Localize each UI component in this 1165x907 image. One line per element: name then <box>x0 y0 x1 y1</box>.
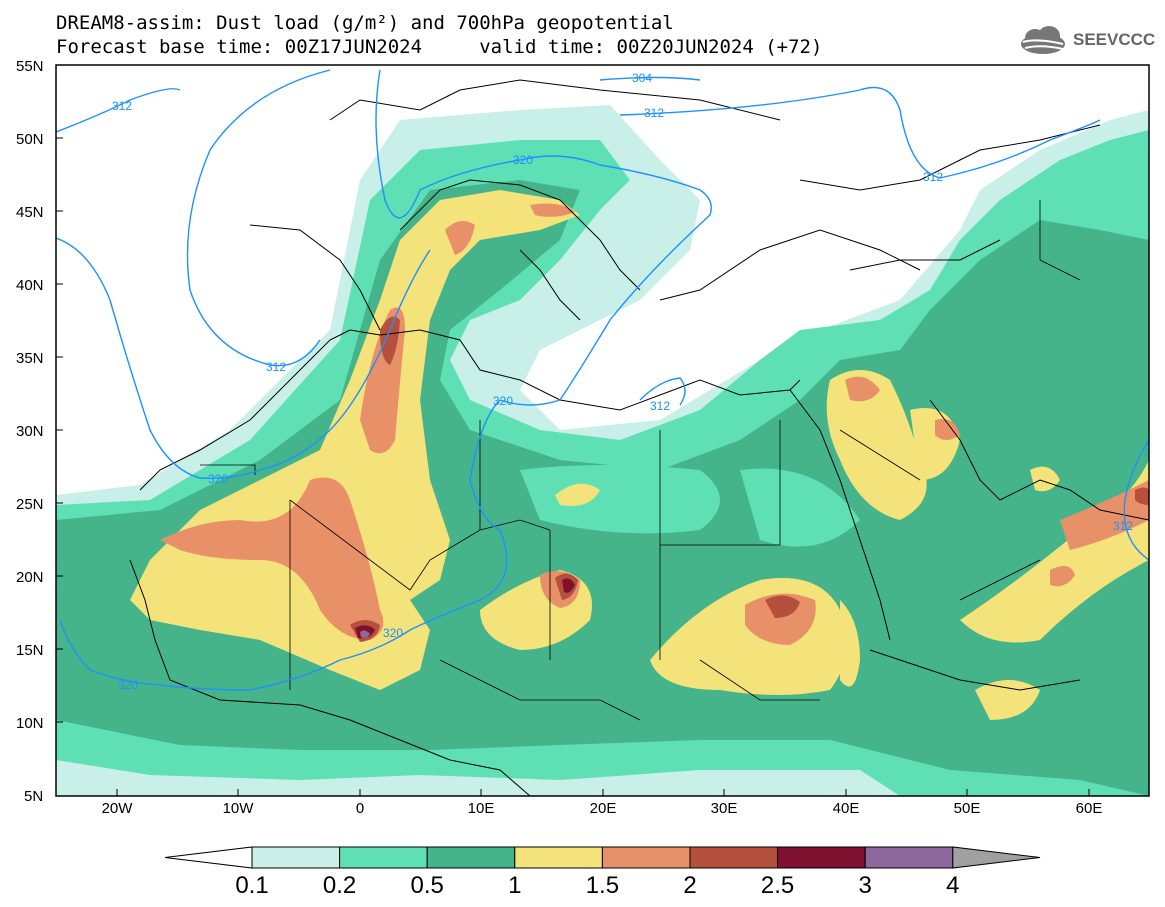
colorbar-label: 2 <box>683 872 696 899</box>
contour-labels: 312 304 312 320 312 312 320 312 320 320 … <box>112 71 1133 692</box>
colorbar-label: 2.5 <box>761 872 794 899</box>
colorbar-swatch <box>777 846 866 869</box>
lon-label: 60E <box>1076 800 1103 817</box>
colorbar <box>164 846 1041 869</box>
lon-label: 50E <box>954 800 981 817</box>
colorbar-label: 0.1 <box>235 872 268 899</box>
lon-label: 30E <box>711 800 738 817</box>
colorbar-swatch <box>426 846 516 869</box>
lat-label: 55N <box>16 58 44 75</box>
lat-label: 35N <box>16 350 44 367</box>
lon-label: 10E <box>468 800 495 817</box>
longitude-axis <box>116 789 1090 796</box>
dust-band-1 <box>130 190 580 690</box>
geopotential-contours <box>56 69 1149 691</box>
colorbar-swatch <box>689 846 779 869</box>
longitude-labels: 20W 10W 0 10E 20E 30E 40E 50E 60E <box>102 800 1103 817</box>
lat-label: 15N <box>16 642 44 659</box>
lat-label: 10N <box>16 715 44 732</box>
contour-label: 312 <box>644 106 664 120</box>
country-borders <box>200 200 1081 721</box>
contour-label: 304 <box>632 71 652 85</box>
contour-label: 320 <box>118 678 138 692</box>
contour-label: 312 <box>112 99 132 113</box>
contour-label: 320 <box>208 472 228 486</box>
lat-label: 50N <box>16 131 44 148</box>
lon-label: 20W <box>102 800 134 817</box>
colorbar-label: 1 <box>508 872 521 899</box>
colorbar-arrow-high <box>952 846 1041 869</box>
colorbar-label: 0.2 <box>323 872 356 899</box>
colorbar-label: 1.5 <box>586 872 619 899</box>
colorbar-labels: 0.1 0.2 0.5 1 1.5 2 2.5 3 4 <box>235 872 959 899</box>
lon-label: 10W <box>223 800 255 817</box>
contour-label: 312 <box>266 360 286 374</box>
colorbar-arrow-low <box>164 846 253 869</box>
dust-field <box>56 65 1149 796</box>
lat-label: 30N <box>16 423 44 440</box>
colorbar-swatch <box>514 846 603 869</box>
contour-label: 312 <box>1113 519 1133 533</box>
map-subtitle: Forecast base time: 00Z17JUN2024 valid t… <box>56 36 823 58</box>
lat-label: 20N <box>16 569 44 586</box>
lat-label: 25N <box>16 496 44 513</box>
colorbar-label: 4 <box>946 872 959 899</box>
latitude-labels: 55N 50N 45N 40N 35N 30N 25N 20N 15N 10N … <box>16 58 44 805</box>
contour-label: 320 <box>383 626 403 640</box>
lat-label: 5N <box>24 788 43 805</box>
colorbar-swatch <box>864 846 954 869</box>
lat-label: 40N <box>16 277 44 294</box>
lon-label: 20E <box>590 800 617 817</box>
colorbar-label: 0.5 <box>411 872 444 899</box>
dust-band-1.5 <box>160 477 384 640</box>
colorbar-label: 3 <box>859 872 872 899</box>
colorbar-swatch <box>339 846 428 869</box>
lat-label: 45N <box>16 204 44 221</box>
map-title: DREAM8-assim: Dust load (g/m²) and 700hP… <box>56 12 674 34</box>
contour-label: 320 <box>513 153 533 167</box>
cloud-logo-icon <box>1021 26 1065 54</box>
colorbar-swatch <box>601 846 691 869</box>
contour-label: 320 <box>493 394 513 408</box>
dust-band-2 <box>380 316 400 365</box>
latitude-axis <box>56 64 63 723</box>
colorbar-swatch <box>251 846 341 869</box>
logo-text: SEEVCCC <box>1073 30 1156 49</box>
contour-label: 312 <box>923 170 943 184</box>
contour-label: 312 <box>650 399 670 413</box>
lon-label: 0 <box>356 800 364 817</box>
lon-label: 40E <box>833 800 860 817</box>
